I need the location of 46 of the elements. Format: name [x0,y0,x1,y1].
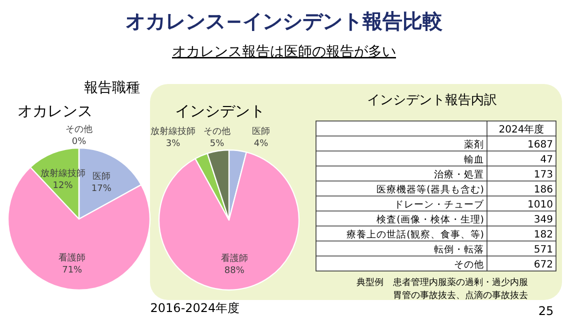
data-label: 672 [534,260,553,270]
text: 報告職種 [84,80,140,96]
text: 患者管理内服薬の過剰・過少内服 [392,277,528,288]
slice-label: その他 [204,126,231,137]
data-label: 173 [534,170,553,180]
text: 25 [538,304,554,318]
data-label: 5% [210,139,225,149]
chart-title: インシデント [175,102,265,120]
text: 0% [72,137,86,147]
data-label: 182 [534,230,553,240]
data-label: 12% [52,181,74,192]
data-label: 47 [540,154,553,166]
data-label: 17% [91,184,112,194]
slice-label: 医師 [92,171,110,182]
category-label: 医療機器等(器具も含む) [376,184,484,196]
text: オカレンス−インシデント報告比較 [126,9,444,33]
data-label: 71% [62,265,83,276]
data-label: 4% [254,139,269,149]
text: インシデント報告内訳 [367,93,497,108]
data-label: 186 [534,184,553,196]
slice-label: 放射線技師 [150,126,196,137]
data-label: 1010 [528,200,553,210]
category-label: 薬剤 [464,138,484,150]
data-label: 571 [534,244,553,256]
slice-label: 医師 [252,126,270,137]
category-label: 検査(画像・検体・生理) [376,214,484,226]
category-label: 治療・処置 [434,168,484,180]
data-label: 88% [224,266,245,276]
text: 2016-2024年度 [150,301,240,315]
category-label: ドレーン・チューブ [394,198,485,210]
series-label: 2024年度 [498,124,544,136]
text: オカレンス報告は医師の報告が多い [172,44,396,60]
chart-title: オカレンス [18,102,92,120]
category-label: 輸血 [464,154,484,166]
data-label: 349 [534,214,553,226]
text: 典型例 [356,277,384,288]
pie-slice [158,152,300,290]
category-label: その他 [454,258,484,270]
slice-label: 看護師 [58,252,86,264]
category-label: その他 [66,125,92,135]
category-label: 転倒・転落 [434,244,484,256]
slice-label: 看護師 [220,253,248,264]
data-label: 3% [166,139,181,149]
text: 胃管の事故抜去、点滴の事故抜去 [393,290,528,301]
category-label: 療養上の世話(観察、食事、等) [346,228,484,240]
data-label: 1687 [528,140,553,150]
